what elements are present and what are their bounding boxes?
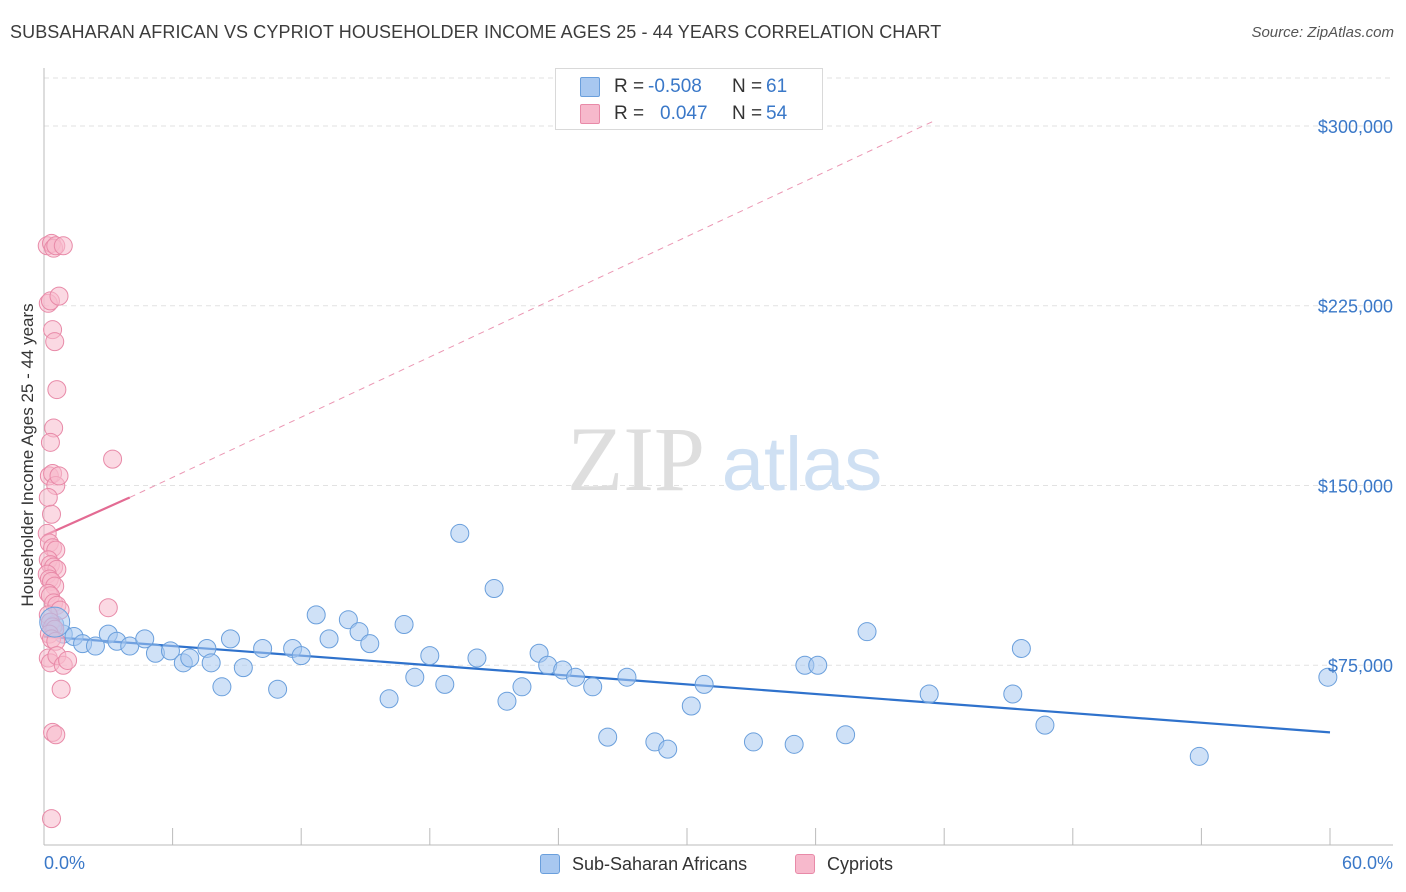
point-subsaharan-large xyxy=(39,606,71,638)
point-subsaharan xyxy=(694,674,714,694)
point-subsaharan xyxy=(420,646,440,666)
point-subsaharan xyxy=(836,725,856,745)
watermark-atlas: atlas xyxy=(722,422,883,507)
point-subsaharan xyxy=(1011,638,1031,658)
point-subsaharan xyxy=(394,614,414,634)
point-subsaharan xyxy=(1003,684,1023,704)
trend-line-extrapolated xyxy=(129,120,934,498)
point-subsaharan xyxy=(253,638,273,658)
point-subsaharan xyxy=(566,667,586,687)
point-subsaharan xyxy=(598,727,618,747)
legend-n-label: N = xyxy=(732,103,763,124)
point-cypriots xyxy=(49,466,69,486)
point-cypriots xyxy=(38,487,58,507)
point-subsaharan xyxy=(180,648,200,668)
y-tick-labels: $300,000 $225,000 $150,000 $75,000 xyxy=(1318,117,1393,676)
legend-r-label: R = xyxy=(614,103,645,124)
point-subsaharan xyxy=(379,689,399,709)
point-cypriots xyxy=(42,504,62,524)
point-subsaharan xyxy=(360,634,380,654)
y-tick-label: $225,000 xyxy=(1318,297,1393,317)
point-subsaharan xyxy=(919,684,939,704)
legend-swatch-blue xyxy=(580,77,600,97)
point-subsaharan xyxy=(135,629,155,649)
legend-swatch-pink xyxy=(580,104,600,124)
bottom-legend-label: Sub-Saharan Africans xyxy=(572,853,748,874)
y-axis-label: Householder Income Ages 25 - 44 years xyxy=(18,303,37,607)
legend-r-value: -0.508 xyxy=(648,76,702,97)
legend-n-value: 54 xyxy=(766,103,788,124)
legend-n-label: N = xyxy=(732,76,763,97)
point-subsaharan xyxy=(784,734,804,754)
legend-row-subsaharan: R = -0.508 N = 61 xyxy=(580,75,787,99)
bottom-legend-swatch-pink xyxy=(795,854,815,874)
y-tick-label: $150,000 xyxy=(1318,476,1393,496)
point-subsaharan xyxy=(338,610,358,630)
point-cypriots xyxy=(49,286,69,306)
axes xyxy=(43,68,1393,846)
point-subsaharan xyxy=(349,622,369,642)
point-subsaharan xyxy=(617,667,637,687)
point-cypriots xyxy=(47,380,67,400)
point-subsaharan xyxy=(319,629,339,649)
point-cypriots xyxy=(103,449,123,469)
y-tick-label: $75,000 xyxy=(1328,656,1393,676)
point-subsaharan xyxy=(233,658,253,678)
chart-source: Source: ZipAtlas.com xyxy=(1251,24,1394,41)
y-tick-label: $300,000 xyxy=(1318,117,1393,137)
point-subsaharan xyxy=(268,679,288,699)
x-tick-label-right: 60.0% xyxy=(1342,853,1393,873)
bottom-legend-subsaharan: Sub-Saharan Africans xyxy=(540,852,747,876)
bottom-legend-swatch-blue xyxy=(540,854,560,874)
point-subsaharan xyxy=(306,605,326,625)
point-subsaharan xyxy=(435,674,455,694)
legend-row-cypriots: R = 0.047 N = 54 xyxy=(580,102,787,126)
point-cypriots xyxy=(98,598,118,618)
trend-line-subsaharan xyxy=(43,635,1331,734)
point-cypriots xyxy=(58,650,78,670)
x-tick-label-left: 0.0% xyxy=(44,853,85,873)
watermark-zip: ZIP xyxy=(567,408,705,510)
point-subsaharan xyxy=(1189,746,1209,766)
trend-line-cypriots xyxy=(43,496,131,537)
legend-r-value: 0.047 xyxy=(660,103,708,124)
point-subsaharan xyxy=(467,648,487,668)
point-subsaharan xyxy=(512,677,532,697)
point-subsaharan xyxy=(160,641,180,661)
point-cypriots xyxy=(51,679,71,699)
legend-n-value: 61 xyxy=(766,76,788,97)
point-cypriots xyxy=(46,725,66,745)
legend-r-label: R = xyxy=(614,76,645,97)
point-subsaharan xyxy=(497,691,517,711)
point-subsaharan xyxy=(1035,715,1055,735)
point-subsaharan xyxy=(85,636,105,656)
chart-title: SUBSAHARAN AFRICAN VS CYPRIOT HOUSEHOLDE… xyxy=(10,22,942,42)
point-subsaharan xyxy=(583,677,603,697)
data-points xyxy=(37,233,1338,829)
point-cypriots xyxy=(45,332,65,352)
point-subsaharan xyxy=(1318,667,1338,687)
point-subsaharan xyxy=(201,653,221,673)
point-cypriots xyxy=(40,432,60,452)
point-subsaharan xyxy=(808,655,828,675)
point-subsaharan xyxy=(405,667,425,687)
point-subsaharan xyxy=(484,579,504,599)
point-subsaharan xyxy=(220,629,240,649)
stats-legend: R = -0.508 N = 61 R = 0.047 N = 54 xyxy=(555,68,823,130)
point-subsaharan xyxy=(291,646,311,666)
point-subsaharan xyxy=(743,732,763,752)
bottom-legend-label: Cypriots xyxy=(827,853,894,874)
point-cypriots xyxy=(42,809,62,829)
gridlines xyxy=(44,77,1393,666)
point-subsaharan xyxy=(658,739,678,759)
point-subsaharan xyxy=(450,523,470,543)
point-subsaharan xyxy=(681,696,701,716)
point-subsaharan xyxy=(212,677,232,697)
point-subsaharan xyxy=(857,622,877,642)
bottom-legend-cypriots: Cypriots xyxy=(795,852,893,876)
point-cypriots xyxy=(53,236,73,256)
